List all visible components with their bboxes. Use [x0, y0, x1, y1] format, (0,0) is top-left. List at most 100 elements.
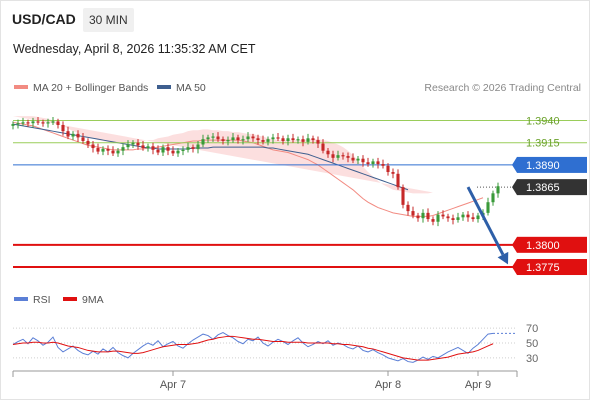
candle-body — [196, 144, 200, 149]
candle-body — [301, 139, 305, 142]
candle-body — [201, 139, 205, 145]
candle-body — [461, 214, 465, 218]
candle-body — [206, 137, 210, 140]
candle-body — [11, 124, 15, 126]
candle-body — [451, 218, 455, 220]
legend-9ma-label: 9MA — [82, 294, 104, 306]
candle-body — [321, 143, 325, 151]
candle-body — [381, 164, 385, 166]
candle-body — [446, 216, 450, 219]
legend-swatch-ma20 — [14, 85, 28, 89]
level-pivot-1-3890-box — [517, 156, 587, 173]
candle-body — [116, 150, 120, 154]
candle-body — [141, 145, 145, 149]
legend-ma50-label: MA 50 — [176, 82, 206, 94]
candle-body — [136, 142, 140, 146]
level-current-1-3865-box — [517, 179, 587, 196]
candle-body — [131, 142, 135, 145]
candle-body — [86, 140, 90, 145]
pair-title: USD/CAD — [12, 11, 76, 27]
candle-body — [96, 148, 100, 152]
candle-body — [396, 173, 400, 188]
candle-body — [416, 215, 420, 219]
candle-body — [306, 138, 310, 142]
level-support-1-3800-pointer — [512, 236, 517, 253]
candle-body — [51, 121, 55, 123]
candle-body — [66, 131, 70, 137]
candle-body — [471, 217, 475, 220]
projection-arrow-shaft — [466, 186, 505, 256]
candle-body — [401, 187, 405, 205]
timestamp: Wednesday, April 8, 2026 11:35:32 AM CET — [13, 42, 256, 56]
candle-body — [296, 139, 300, 141]
bollinger-band-area — [13, 116, 433, 194]
timeframe-badge[interactable]: 30 MIN — [83, 8, 134, 32]
rsi-tick-30: 30 — [526, 353, 538, 365]
projection-arrow — [466, 186, 509, 265]
candle-body — [26, 122, 30, 124]
level-support-1-3775-pointer — [512, 259, 517, 276]
level-support-1-3800-label: 1.3800 — [526, 240, 560, 252]
candle-body — [101, 148, 105, 152]
level-support-1-3775-box — [517, 259, 587, 276]
candle-body — [161, 147, 165, 153]
rsi-panel: 70 50 30 — [12, 323, 538, 365]
candle-body — [56, 121, 60, 125]
candle-body — [226, 140, 230, 142]
level-labels: 1.3940 1.3915 1.3890 1.3865 1.3800 1.3775 — [512, 116, 587, 276]
candle-body — [31, 121, 35, 124]
x-tick-label: Apr 8 — [375, 379, 401, 391]
candle-body — [61, 124, 65, 132]
candle-body — [216, 136, 220, 140]
candle-body — [146, 146, 150, 149]
candle-body — [391, 172, 395, 174]
legend-rsi-label: RSI — [33, 294, 51, 306]
level-support-1-3775-label: 1.3775 — [526, 262, 560, 274]
level-support-1-3800-box — [517, 236, 587, 253]
candle-body — [336, 155, 340, 158]
candle-body — [496, 186, 500, 194]
candle-body — [111, 150, 115, 154]
candle-body — [356, 158, 360, 161]
candle-body — [231, 137, 235, 141]
candle-body — [156, 149, 160, 153]
candle-body — [271, 137, 275, 140]
candle-body — [91, 144, 95, 149]
candle-body — [171, 150, 175, 154]
legend-ma20-label: MA 20 + Bollinger Bands — [33, 82, 148, 94]
candle-body — [106, 148, 110, 151]
candle-body — [256, 138, 260, 141]
candle-body — [376, 161, 380, 165]
candle-body — [221, 139, 225, 141]
candle-body — [326, 150, 330, 155]
candle-body — [316, 140, 320, 144]
candle-body — [16, 123, 20, 125]
candle-body — [186, 147, 190, 150]
candle-body — [466, 214, 470, 218]
rsi-tick-50: 50 — [526, 338, 538, 350]
level-current-1-3865-label: 1.3865 — [526, 182, 560, 194]
candle-body — [476, 215, 480, 220]
candle-body — [431, 219, 435, 222]
candle-body — [236, 137, 240, 141]
candle-body — [76, 133, 80, 138]
candle-body — [121, 147, 125, 151]
candle-body — [241, 139, 245, 141]
candle-body — [491, 193, 495, 203]
candle-body — [41, 122, 45, 124]
legend-swatch-ma50 — [157, 85, 171, 89]
candle-body — [456, 217, 460, 220]
candle-body — [181, 149, 185, 152]
candle-body — [261, 140, 265, 142]
candle-body — [166, 147, 170, 151]
level-resistance-1-3940-label: 1.3940 — [526, 116, 560, 128]
rsi-ma-line — [12, 335, 494, 361]
candle-body — [331, 154, 335, 158]
candle-body — [361, 158, 365, 163]
candle-body — [291, 138, 295, 141]
time-axis: Apr 7 Apr 8 Apr 9 — [12, 370, 518, 391]
candle-body — [211, 136, 215, 138]
x-tick-label: Apr 7 — [160, 379, 186, 391]
